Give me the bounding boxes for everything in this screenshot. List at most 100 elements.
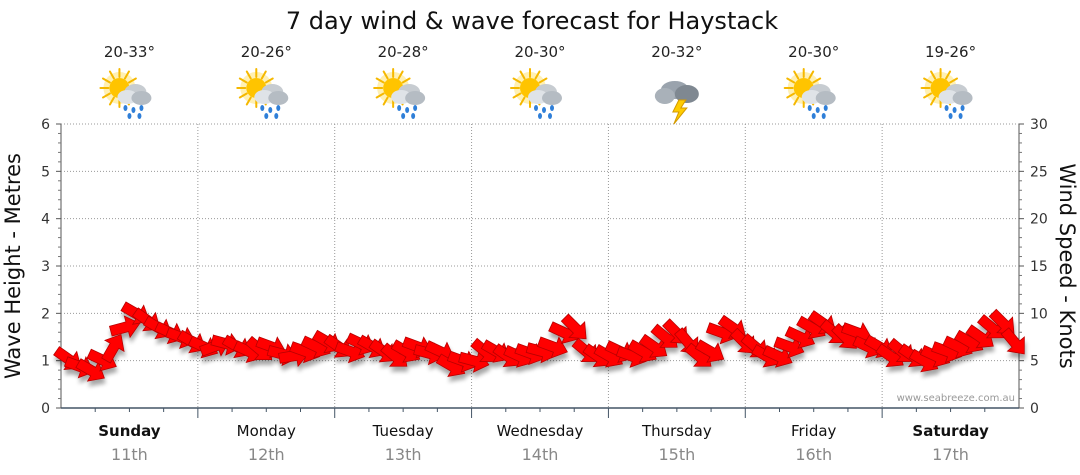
sun-ray-shape — [808, 70, 815, 80]
credit-text: www.seabreeze.com.au — [897, 393, 1015, 404]
day-name-label: Friday — [791, 422, 837, 440]
sun-ray-shape — [786, 77, 796, 84]
wind-arrow-series — [53, 301, 1025, 382]
sun-ray-shape — [930, 70, 937, 80]
rain-drop-shape — [260, 105, 265, 111]
right-tick-label: 30 — [1030, 117, 1048, 133]
sun-ray-shape — [382, 96, 389, 106]
rain-drop-shape — [944, 105, 949, 111]
wind-arrow — [536, 336, 568, 359]
rain-drop-shape — [413, 105, 418, 111]
rain-drop-shape — [550, 105, 554, 111]
sun-ray-shape — [512, 92, 522, 99]
rain-drop-shape — [411, 113, 416, 119]
wind-arrow-shape — [965, 324, 994, 349]
wind-arrow — [694, 339, 725, 363]
sun-ray-shape — [793, 70, 800, 80]
wind-arrow — [638, 333, 668, 358]
day-date-label: 14th — [522, 445, 559, 464]
wind-arrow — [101, 334, 125, 364]
day-name-label: Monday — [237, 422, 296, 440]
rain-drop-shape — [127, 113, 132, 119]
day-name-label: Wednesday — [497, 422, 584, 440]
cloud-shape — [542, 91, 562, 105]
sun-ray-shape — [397, 70, 404, 80]
sun-cloud-rain-icon — [920, 68, 973, 119]
sun-ray-shape — [260, 70, 267, 80]
day-temperature: 20-30° — [514, 43, 565, 61]
cloud-shape — [405, 91, 426, 105]
day-date-label: 15th — [658, 445, 695, 464]
sun-ray-shape — [101, 77, 111, 84]
cloud-shape — [268, 91, 289, 105]
rain-drop-shape — [538, 113, 542, 119]
wind-arrow — [784, 326, 816, 349]
wind-arrow-shape — [560, 313, 587, 340]
rain-drop-shape — [952, 107, 957, 113]
rain-drop-shape — [548, 113, 552, 119]
sun-cloud-rain-icon — [99, 68, 152, 119]
day-temperature: 20-26° — [241, 43, 292, 61]
cloud-shape — [952, 91, 973, 105]
rain-drop-shape — [958, 113, 963, 119]
rain-drop-shape — [123, 105, 128, 111]
sun-ray-shape — [512, 77, 522, 84]
day-temperature: 20-33° — [104, 43, 155, 61]
storm-cloud-icon — [654, 81, 699, 125]
rain-drop-shape — [821, 113, 826, 119]
cloud-shape — [131, 91, 152, 105]
wind-arrow — [965, 324, 994, 349]
day-date-label: 13th — [385, 445, 422, 464]
right-tick-label: 20 — [1030, 212, 1048, 228]
day-date-label: 16th — [795, 445, 832, 464]
sun-ray-shape — [930, 96, 937, 106]
left-tick-label: 5 — [41, 164, 50, 180]
plot-area — [60, 124, 1020, 409]
sun-ray-shape — [786, 92, 796, 99]
y-axis-right-label: Wind Speed - Knots — [1055, 163, 1079, 368]
rain-drop-shape — [823, 105, 828, 111]
right-tick-label: 5 — [1030, 354, 1039, 370]
day-name-label: Tuesday — [372, 422, 434, 440]
wind-arrow-shape — [784, 326, 816, 349]
axis-ticks: 0 1 2 3 4 5 6 0 5 10 15 20 25 30 — [41, 117, 1048, 418]
sun-ray-shape — [264, 77, 274, 84]
wind-arrow-shape — [638, 333, 668, 358]
rain-drop-shape — [948, 113, 953, 119]
sun-ray-shape — [238, 77, 248, 84]
sun-ray-shape — [238, 92, 248, 99]
wind-arrow — [773, 336, 805, 359]
wind-arrow-shape — [694, 339, 725, 363]
rain-drop-shape — [139, 105, 144, 111]
day-temperature: 20-28° — [378, 43, 429, 61]
wind-arrow-shape — [108, 315, 141, 339]
sun-ray-shape — [538, 77, 548, 84]
sun-ray-shape — [812, 77, 822, 84]
sun-ray-shape — [245, 96, 252, 106]
cloud-back-shape — [654, 88, 675, 104]
wind-arrow — [108, 315, 141, 339]
wind-arrow-shape — [762, 344, 793, 368]
rain-drop-shape — [405, 107, 410, 113]
right-tick-label: 0 — [1030, 401, 1039, 417]
rain-drop-shape — [401, 113, 406, 119]
left-tick-label: 2 — [41, 306, 50, 322]
rain-drop-shape — [807, 105, 812, 111]
wind-arrow-shape — [458, 349, 490, 373]
wind-arrow — [762, 344, 793, 368]
left-tick-label: 4 — [41, 212, 50, 228]
wind-arrow-shape — [1000, 327, 1025, 355]
sun-ray-shape — [375, 77, 385, 84]
sun-ray-shape — [519, 96, 526, 106]
sun-cloud-rain-icon — [236, 68, 289, 119]
left-tick-label: 6 — [41, 117, 50, 133]
rain-drop-shape — [268, 107, 273, 113]
day-name-label: Saturday — [912, 422, 989, 440]
sun-ray-shape — [123, 70, 130, 80]
sun-ray-shape — [108, 96, 115, 106]
rain-drop-shape — [811, 113, 816, 119]
wind-arrow — [1000, 327, 1025, 355]
sun-ray-shape — [401, 77, 411, 84]
rain-drop-shape — [264, 113, 269, 119]
